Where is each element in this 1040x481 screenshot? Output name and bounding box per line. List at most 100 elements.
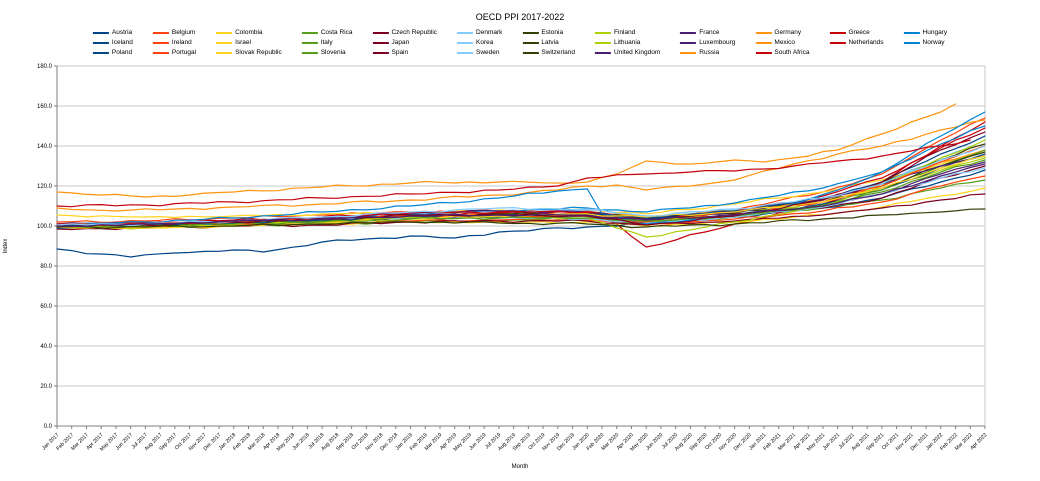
legend-item-netherlands: Netherlands [829,39,884,46]
legend-label: Mexico [774,39,795,46]
legend-item-austria: Austria [92,29,133,36]
legend-item-united-kingdom: United Kingdom [595,49,660,56]
series-line-greece [56,121,986,248]
legend-color-swatch [457,51,474,54]
legend-label: Colombia [235,29,263,36]
legend-item-poland: Poland [92,49,133,56]
series-line-netherlands [56,127,986,226]
legend-item-norway: Norway [903,39,948,46]
legend-label: Greece [848,29,870,36]
legend-item-portugal: Portugal [152,49,196,56]
legend-label: France [699,29,720,36]
legend-color-swatch [755,31,772,34]
legend-item-finland: Finland [595,29,660,36]
legend-item-colombia: Colombia [216,29,282,36]
legend-item-hungary: Hungary [903,29,948,36]
y-tick-label: 120.0 [37,184,53,190]
legend-color-swatch [216,31,233,34]
legend-item-greece: Greece [829,29,883,36]
legend-label: Slovak Republic [235,49,282,56]
legend-label: Germany [774,29,802,36]
legend-label: Luxembourg [699,39,736,46]
legend-item-ireland: Ireland [152,39,196,46]
legend-item-luxembourg: Luxembourg [680,39,735,46]
legend-color-swatch [522,31,539,34]
y-tick-label: 20.0 [40,384,52,390]
legend-label: Korea [476,39,494,46]
legend-color-swatch [903,31,920,34]
legend-color-swatch [595,41,612,44]
legend-label: Denmark [476,29,503,36]
series-line-iceland [56,153,986,258]
legend-item-costa-rica: Costa Rica [301,29,352,36]
x-axis-title: Month [511,464,529,470]
legend-color-swatch [372,31,389,34]
series-line-russia [56,103,957,198]
legend-color-swatch [92,31,109,34]
legend-item-israel: Israel [216,39,282,46]
legend-item-mexico: Mexico [755,39,809,46]
legend-item-belgium: Belgium [152,29,196,36]
legend-color-swatch [216,51,233,54]
legend-color-swatch [755,41,772,44]
series-line-switzerland [56,208,986,229]
legend-label: Japan [391,39,410,46]
legend-label: Austria [111,29,133,36]
y-tick-label: 0.0 [44,424,53,430]
legend-label: Slovenia [320,49,346,56]
legend-label: Netherlands [848,39,884,46]
legend-color-swatch [92,41,109,44]
legend-color-swatch [755,51,772,54]
legend-label: Finland [614,29,636,36]
legend-item-czech-republic: Czech Republic [372,29,437,36]
legend-item-lithuania: Lithuania [595,39,660,46]
y-tick-label: 80.0 [40,264,52,270]
y-tick-label: 140.0 [37,144,53,150]
series-line-mexico [56,119,986,212]
legend-label: Norway [922,39,945,46]
legend-color-swatch [829,31,846,34]
legend-label: Poland [111,49,133,56]
legend-item-russia: Russia [680,49,735,56]
chart-legend: Austria Belgium Colombia Costa Rica Czech Re… [92,29,948,56]
y-tick-label: 40.0 [40,344,52,350]
legend-label: Estonia [541,29,564,36]
legend-label: Ireland [171,39,192,46]
y-tick-label: 100.0 [37,224,53,230]
legend-color-swatch [522,51,539,54]
y-tick-label: 180.0 [37,64,53,70]
legend-item-korea: Korea [457,39,502,46]
legend-item-south-africa: South Africa [755,49,809,56]
legend-label: Spain [391,49,409,56]
legend-color-swatch [903,41,920,44]
legend-color-swatch [152,51,169,54]
legend-color-swatch [522,41,539,44]
legend-item-sweden: Sweden [457,49,502,56]
y-axis-title: Index [3,238,9,254]
legend-color-swatch [680,51,697,54]
legend-label: Latvia [541,39,559,46]
legend-label: Lithuania [614,39,641,46]
y-tick-label: 60.0 [40,304,52,310]
legend-color-swatch [457,41,474,44]
chart-title: OECD PPI 2017-2022 [475,12,565,22]
legend-label: Hungary [922,29,948,36]
legend-color-swatch [595,31,612,34]
legend-item-germany: Germany [755,29,809,36]
legend-label: Russia [699,49,720,56]
legend-color-swatch [301,51,318,54]
legend-color-swatch [829,41,846,44]
legend-color-swatch [92,51,109,54]
legend-label: Czech Republic [391,29,438,36]
legend-color-swatch [216,41,233,44]
legend-label: Italy [320,39,333,46]
legend-item-spain: Spain [372,49,437,56]
legend-item-latvia: Latvia [522,39,575,46]
legend-label: Sweden [476,49,500,56]
legend-label: South Africa [774,49,810,56]
legend-label: Switzerland [541,49,576,56]
legend-color-swatch [680,31,697,34]
legend-item-france: France [680,29,735,36]
legend-item-slovak-republic: Slovak Republic [216,49,282,56]
